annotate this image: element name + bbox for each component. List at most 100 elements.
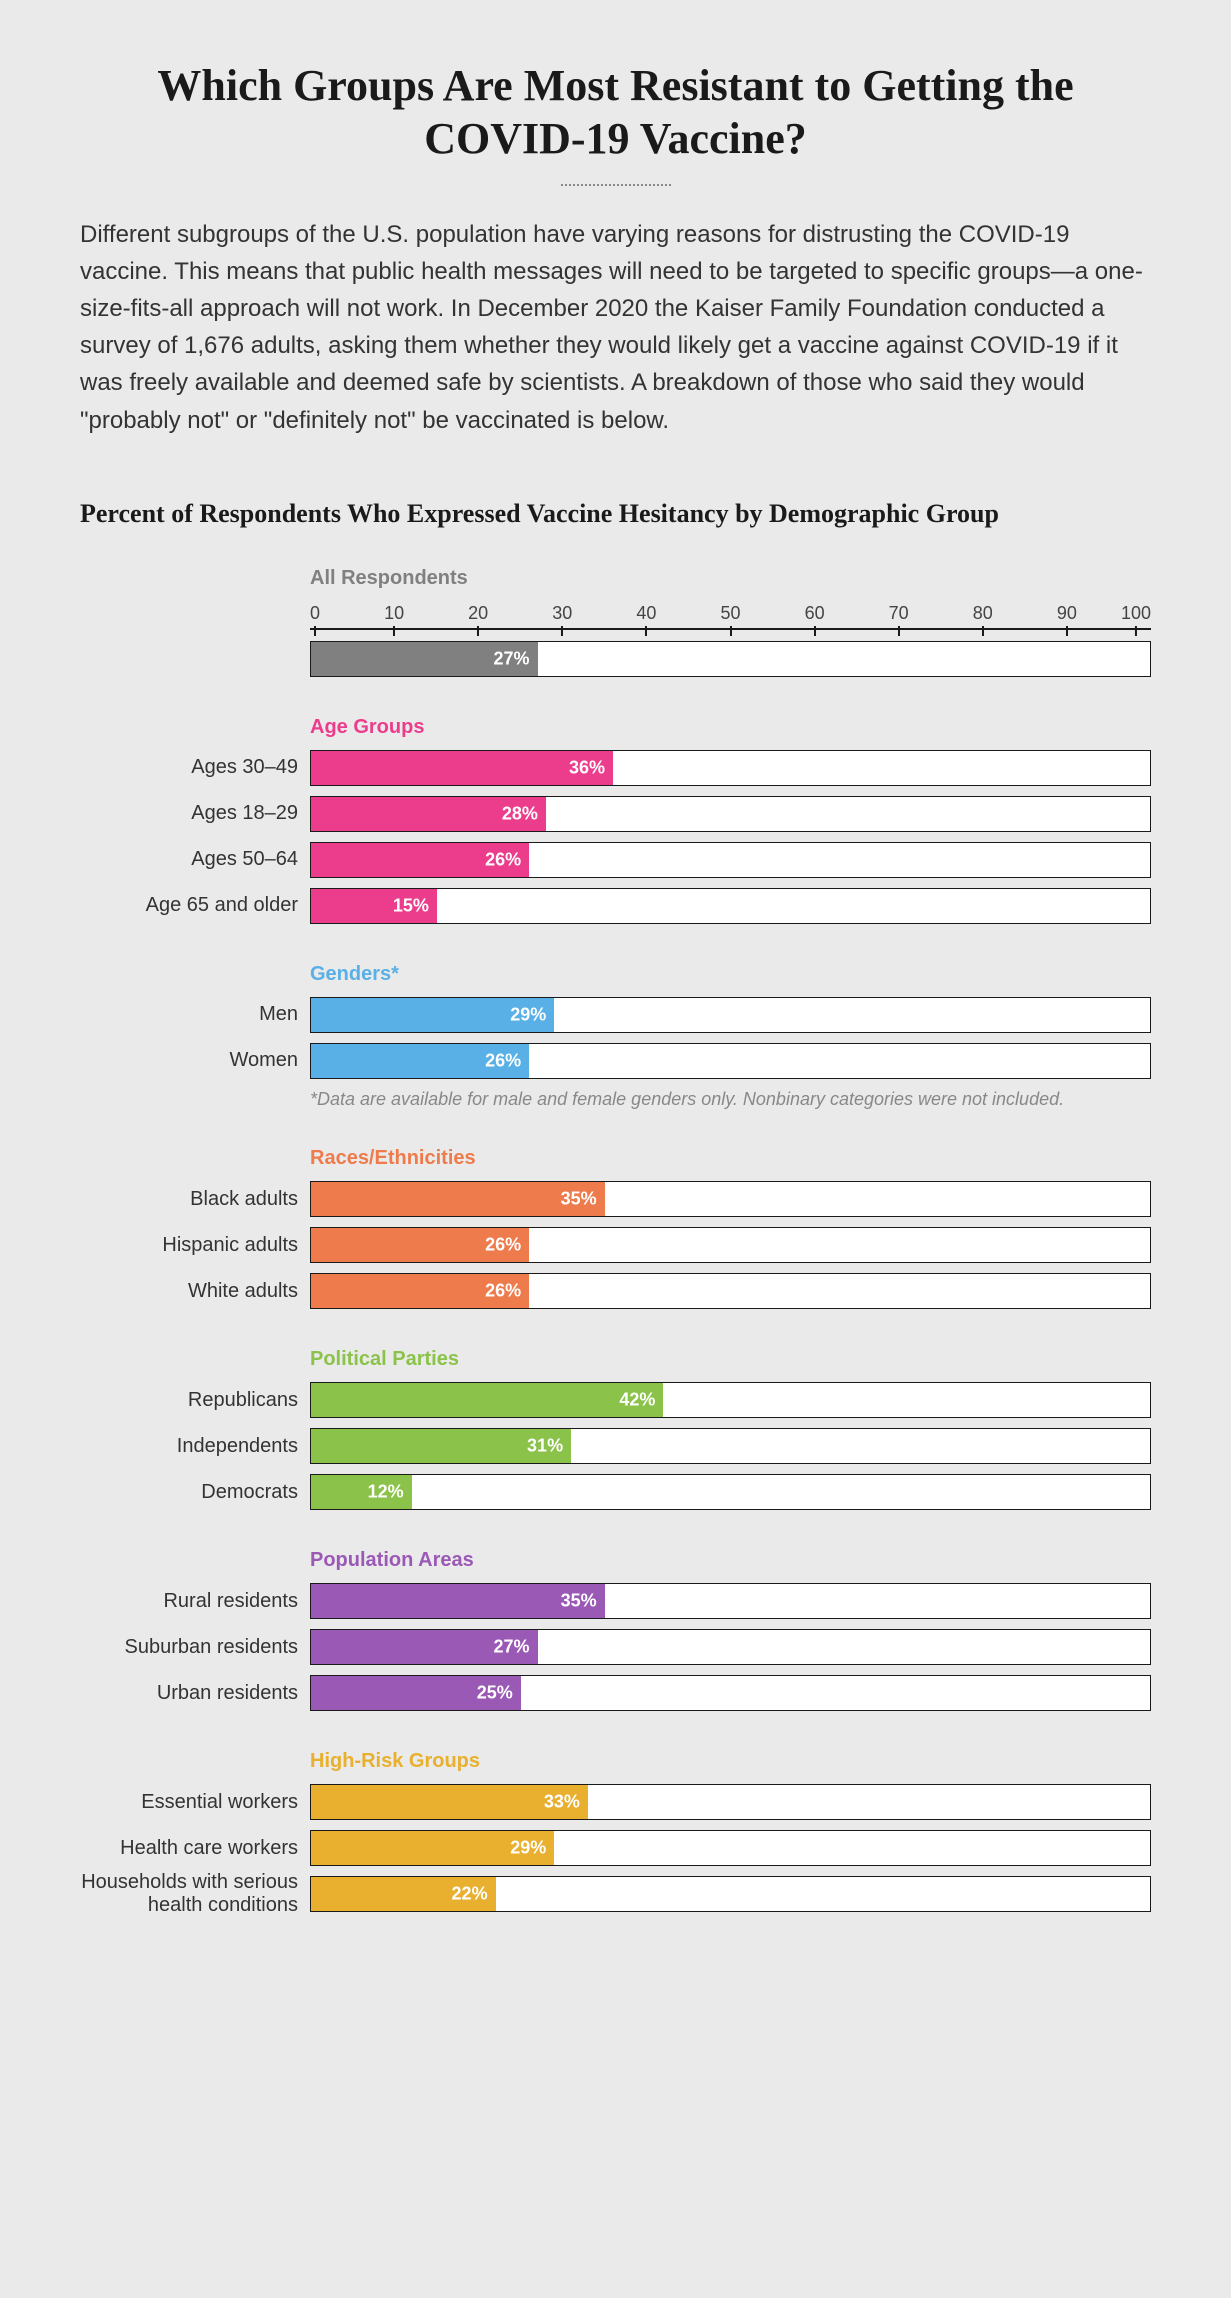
bar-category-label: Hispanic adults	[162, 1234, 298, 1256]
bar-category-label: Suburban residents	[125, 1636, 298, 1658]
bar-category-label: Black adults	[190, 1188, 298, 1210]
x-axis: 0 10 20 30 40 50 60 70 80 90 100	[310, 596, 1151, 636]
bar-track: 26%	[310, 1043, 1151, 1079]
bar-fill: 25%	[311, 1676, 521, 1710]
axis-tick-label: 90	[1057, 603, 1077, 624]
bar-value-label: 12%	[368, 1482, 404, 1503]
bar-category-label: Households with serious health condition…	[81, 1871, 298, 1916]
bar-fill: 26%	[311, 1274, 529, 1308]
bar-track: 42%	[310, 1382, 1151, 1418]
page-title: Which Groups Are Most Resistant to Getti…	[80, 60, 1151, 166]
infographic-container: Which Groups Are Most Resistant to Getti…	[0, 0, 1231, 1997]
hesitancy-bar-chart: All Respondents 0 10 20 30 40 50 60 70 80 90 100 27%…	[80, 559, 1151, 1917]
bar-track: 26%	[310, 1227, 1151, 1263]
bar-category-label: Democrats	[201, 1481, 298, 1503]
bar-value-label: 35%	[561, 1591, 597, 1612]
bar-fill: 42%	[311, 1383, 663, 1417]
bar-track: 36%	[310, 750, 1151, 786]
bar-track: 35%	[310, 1181, 1151, 1217]
bar-category-label: Age 65 and older	[146, 894, 298, 916]
bar-fill: 22%	[311, 1877, 496, 1911]
bar-track: 29%	[310, 997, 1151, 1033]
bar-value-label: 29%	[510, 1838, 546, 1859]
axis-tick-label: 100	[1121, 603, 1151, 624]
bar-fill: 27%	[311, 642, 538, 676]
bar-fill: 29%	[311, 998, 554, 1032]
axis-tick-label: 10	[384, 603, 404, 624]
bar-value-label: 26%	[485, 849, 521, 870]
bar-track: 31%	[310, 1428, 1151, 1464]
group-heading: Genders*	[310, 963, 1151, 986]
bar-category-label: White adults	[188, 1280, 298, 1302]
bar-category-label: Men	[259, 1003, 298, 1025]
bar-value-label: 27%	[493, 648, 529, 669]
axis-tick-label: 30	[552, 603, 572, 624]
bar-fill: 33%	[311, 1785, 588, 1819]
bar-value-label: 26%	[485, 1281, 521, 1302]
bar-track: 28%	[310, 796, 1151, 832]
bar-fill: 35%	[311, 1584, 605, 1618]
bar-category-label: Rural residents	[163, 1590, 298, 1612]
bar-fill: 26%	[311, 1044, 529, 1078]
bar-fill: 36%	[311, 751, 613, 785]
group-heading: Population Areas	[310, 1549, 1151, 1572]
bar-category-label: Independents	[177, 1435, 298, 1457]
group-heading: High-Risk Groups	[310, 1750, 1151, 1773]
bar-value-label: 35%	[561, 1189, 597, 1210]
bar-track: 26%	[310, 1273, 1151, 1309]
bar-fill: 26%	[311, 843, 529, 877]
bar-value-label: 28%	[502, 803, 538, 824]
group-heading: Age Groups	[310, 716, 1151, 739]
title-divider	[561, 184, 671, 186]
bar-track: 33%	[310, 1784, 1151, 1820]
bar-track: 15%	[310, 888, 1151, 924]
axis-tick-label: 40	[636, 603, 656, 624]
bar-category-label: Essential workers	[141, 1791, 298, 1813]
bar-value-label: 42%	[619, 1390, 655, 1411]
bar-track: 29%	[310, 1830, 1151, 1866]
bar-fill: 12%	[311, 1475, 412, 1509]
bar-fill: 29%	[311, 1831, 554, 1865]
bar-category-label: Ages 18–29	[191, 802, 298, 824]
bar-fill: 31%	[311, 1429, 571, 1463]
bar-track: 25%	[310, 1675, 1151, 1711]
bar-fill: 35%	[311, 1182, 605, 1216]
bar-value-label: 27%	[493, 1637, 529, 1658]
bar-category-label: Urban residents	[157, 1682, 298, 1704]
bar-track: 27%	[310, 1629, 1151, 1665]
group-heading: Races/Ethnicities	[310, 1147, 1151, 1170]
bar-category-label: Ages 30–49	[191, 756, 298, 778]
bar-track: 27%	[310, 641, 1151, 677]
bar-category-label: Women	[229, 1049, 298, 1071]
bar-value-label: 22%	[452, 1884, 488, 1905]
bar-category-label: Health care workers	[120, 1837, 298, 1859]
axis-tick-label: 50	[720, 603, 740, 624]
bar-fill: 27%	[311, 1630, 538, 1664]
axis-tick-label: 20	[468, 603, 488, 624]
axis-tick-label: 70	[889, 603, 909, 624]
bar-track: 26%	[310, 842, 1151, 878]
axis-tick-label: 60	[805, 603, 825, 624]
bar-value-label: 33%	[544, 1792, 580, 1813]
bar-category-label: Ages 50–64	[191, 848, 298, 870]
group-heading: All Respondents	[310, 567, 1151, 590]
bar-value-label: 36%	[569, 757, 605, 778]
axis-tick-label: 0	[310, 603, 320, 624]
bar-track: 35%	[310, 1583, 1151, 1619]
group-footnote: *Data are available for male and female …	[310, 1088, 1151, 1111]
bar-value-label: 25%	[477, 1683, 513, 1704]
group-heading: Political Parties	[310, 1348, 1151, 1371]
bar-value-label: 29%	[510, 1004, 546, 1025]
bar-value-label: 15%	[393, 895, 429, 916]
bar-value-label: 26%	[485, 1050, 521, 1071]
bar-value-label: 26%	[485, 1235, 521, 1256]
bar-fill: 28%	[311, 797, 546, 831]
bar-track: 12%	[310, 1474, 1151, 1510]
intro-paragraph: Different subgroups of the U.S. populati…	[80, 216, 1151, 439]
chart-title: Percent of Respondents Who Expressed Vac…	[80, 499, 1151, 529]
bar-category-label: Republicans	[188, 1389, 298, 1411]
bar-track: 22%	[310, 1876, 1151, 1912]
bar-value-label: 31%	[527, 1436, 563, 1457]
axis-tick-label: 80	[973, 603, 993, 624]
bar-fill: 15%	[311, 889, 437, 923]
